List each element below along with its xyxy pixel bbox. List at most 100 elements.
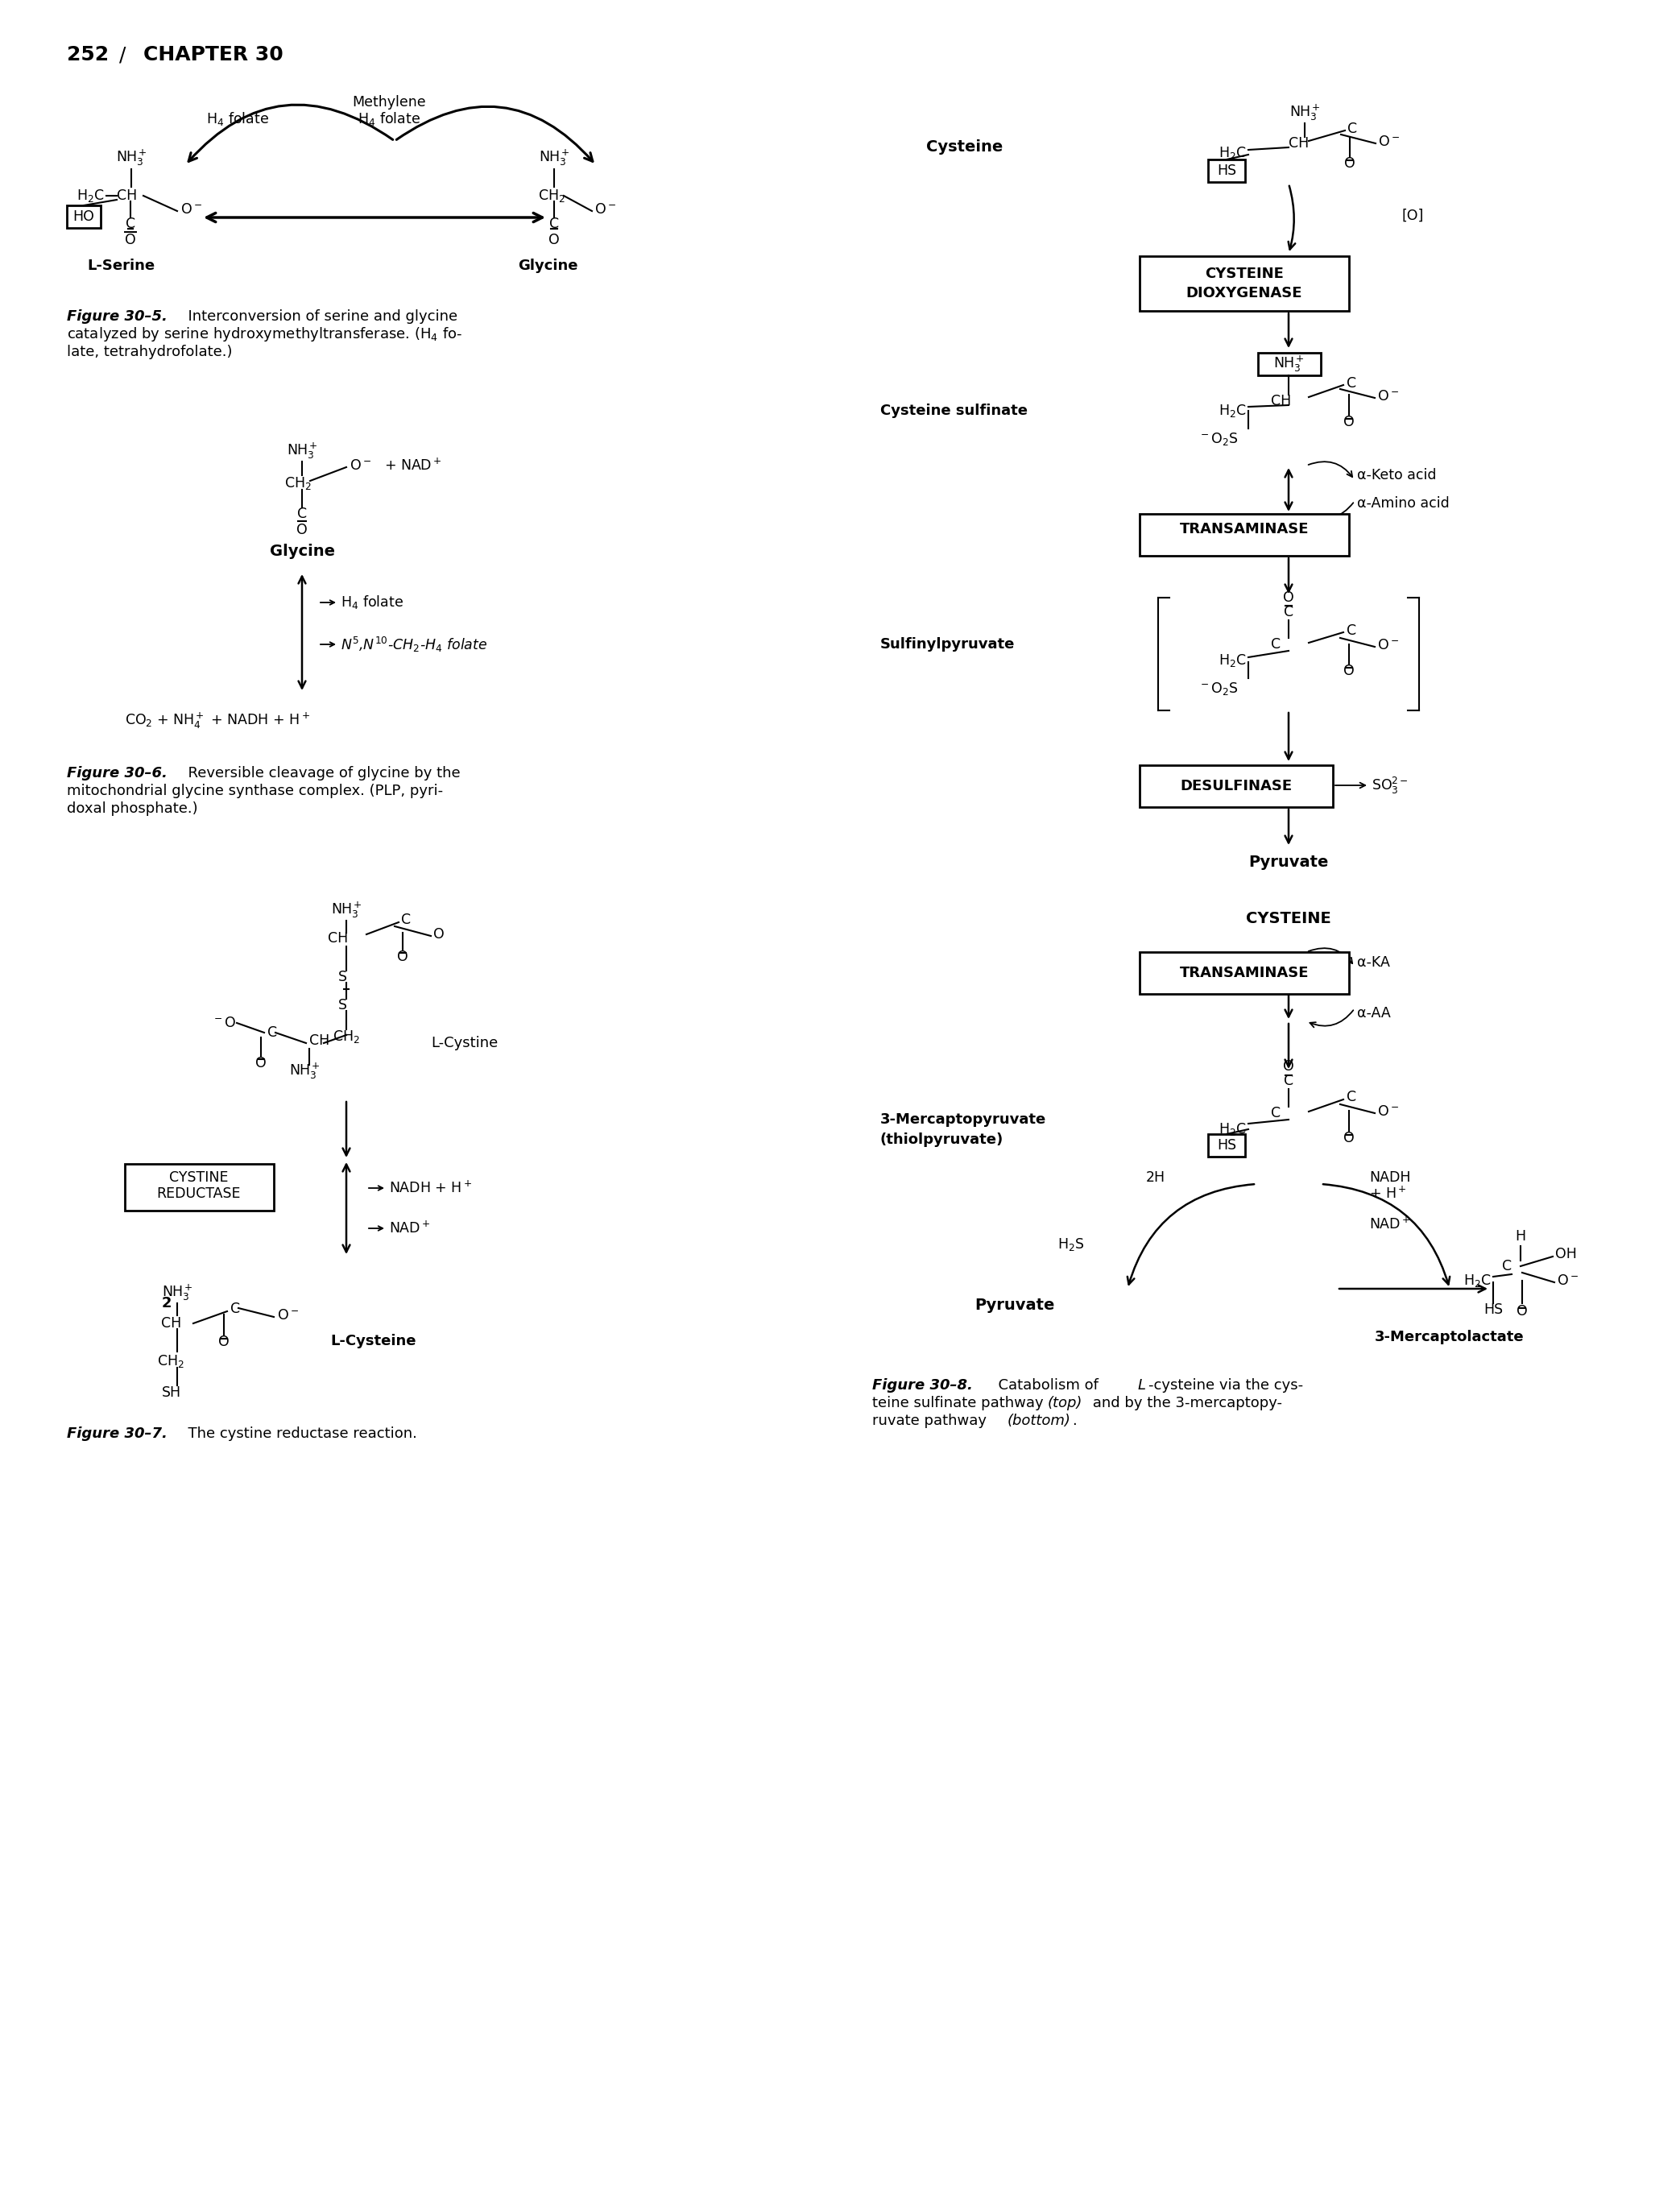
Text: C: C — [1270, 637, 1280, 652]
Text: CH: CH — [161, 1316, 181, 1331]
Text: C: C — [1270, 1106, 1280, 1121]
Text: CH$_2$: CH$_2$ — [284, 475, 311, 491]
Text: REDUCTASE: REDUCTASE — [156, 1187, 240, 1201]
Text: $^-$O$_2$S: $^-$O$_2$S — [1198, 431, 1238, 447]
Text: O: O — [1284, 1059, 1294, 1075]
Text: Sulfinylpyruvate: Sulfinylpyruvate — [880, 637, 1015, 652]
Text: $^-$O$_2$S: $^-$O$_2$S — [1198, 681, 1238, 696]
Text: O: O — [1344, 416, 1354, 429]
Bar — [1258, 354, 1320, 376]
Text: NH$_3^+$: NH$_3^+$ — [1273, 354, 1304, 374]
Text: O$^-$: O$^-$ — [349, 458, 371, 473]
Text: CYSTEINE: CYSTEINE — [1205, 268, 1284, 281]
Text: HO: HO — [72, 210, 94, 223]
Text: H$_2$S: H$_2$S — [1058, 1236, 1085, 1251]
Text: CH$_2$: CH$_2$ — [156, 1353, 185, 1369]
Text: O: O — [1344, 157, 1356, 170]
Text: NAD$^+$: NAD$^+$ — [1369, 1216, 1411, 1232]
Text: Pyruvate: Pyruvate — [1248, 853, 1329, 869]
Text: C: C — [267, 1026, 277, 1039]
Text: O$^-$: O$^-$ — [1378, 135, 1399, 148]
Text: Cysteine: Cysteine — [926, 139, 1003, 155]
Text: O: O — [1344, 663, 1354, 679]
Text: HS: HS — [1216, 164, 1236, 179]
Text: SO$_3^{2-}$: SO$_3^{2-}$ — [1371, 776, 1408, 796]
Text: C: C — [1347, 1090, 1356, 1103]
Text: Cysteine sulfinate: Cysteine sulfinate — [880, 405, 1028, 418]
Bar — [124, 1163, 274, 1212]
Text: O$^-$: O$^-$ — [180, 201, 202, 217]
Text: H$_4$ folate: H$_4$ folate — [358, 111, 420, 128]
Text: O$^-$: O$^-$ — [595, 201, 617, 217]
Text: O: O — [433, 926, 445, 942]
Text: CH: CH — [1270, 394, 1292, 409]
Bar — [1139, 513, 1349, 555]
Text: ruvate pathway: ruvate pathway — [872, 1413, 991, 1428]
Text: CHAPTER 30: CHAPTER 30 — [143, 44, 284, 64]
Text: H$_2$C: H$_2$C — [1463, 1274, 1492, 1289]
Text: H$_2$C: H$_2$C — [1218, 1121, 1247, 1136]
Text: 3-Mercaptopyruvate: 3-Mercaptopyruvate — [880, 1112, 1047, 1128]
Text: Interconversion of serine and glycine: Interconversion of serine and glycine — [178, 310, 457, 323]
Text: The cystine reductase reaction.: The cystine reductase reaction. — [178, 1426, 417, 1442]
Text: C: C — [297, 506, 307, 522]
Text: CH$_2$: CH$_2$ — [333, 1028, 360, 1044]
Text: C: C — [402, 913, 412, 926]
Text: and by the 3-mercaptopy-: and by the 3-mercaptopy- — [1089, 1395, 1282, 1411]
Text: + NAD$^+$: + NAD$^+$ — [385, 458, 442, 473]
Text: Figure 30–5.: Figure 30–5. — [67, 310, 168, 323]
Text: NADH: NADH — [1369, 1170, 1411, 1185]
Text: + H$^+$: + H$^+$ — [1369, 1185, 1406, 1201]
Text: C: C — [230, 1302, 240, 1316]
Text: 2: 2 — [161, 1296, 171, 1311]
Text: O$^-$: O$^-$ — [1557, 1274, 1579, 1289]
Text: catalyzed by serine hydroxymethyltransferase. (H$_4$ fo-: catalyzed by serine hydroxymethyltransfe… — [67, 325, 462, 343]
Text: teine sulfinate pathway: teine sulfinate pathway — [872, 1395, 1048, 1411]
Text: CH: CH — [118, 188, 138, 203]
Text: (bottom): (bottom) — [1008, 1413, 1072, 1428]
Text: C: C — [549, 217, 559, 232]
Text: Catabolism of: Catabolism of — [990, 1377, 1104, 1393]
Text: 252: 252 — [67, 44, 109, 64]
Text: NADH + H$^+$: NADH + H$^+$ — [390, 1181, 472, 1196]
Text: .: . — [1072, 1413, 1077, 1428]
Text: C: C — [1347, 624, 1356, 639]
Text: NH$_3^+$: NH$_3^+$ — [539, 148, 570, 168]
Text: α-Amino acid: α-Amino acid — [1357, 495, 1450, 511]
Text: C: C — [1284, 1075, 1294, 1088]
Text: DESULFINASE: DESULFINASE — [1181, 778, 1292, 794]
Text: 3-Mercaptolactate: 3-Mercaptolactate — [1374, 1329, 1524, 1344]
Text: H: H — [1515, 1229, 1525, 1243]
Text: O: O — [1517, 1304, 1527, 1318]
Text: Methylene: Methylene — [353, 95, 427, 111]
Text: α-KA: α-KA — [1357, 955, 1389, 971]
Text: O$^-$: O$^-$ — [1378, 639, 1399, 652]
Text: late, tetrahydrofolate.): late, tetrahydrofolate.) — [67, 345, 232, 358]
Text: H$_4$ folate: H$_4$ folate — [341, 595, 403, 610]
Text: SH: SH — [161, 1386, 181, 1400]
Text: C: C — [1347, 122, 1357, 137]
Text: HS: HS — [1216, 1139, 1236, 1152]
Text: O: O — [549, 232, 559, 248]
Text: DIOXYGENASE: DIOXYGENASE — [1186, 285, 1302, 301]
Text: α-Keto acid: α-Keto acid — [1357, 469, 1436, 482]
Text: NH$_3^+$: NH$_3^+$ — [289, 1061, 321, 1081]
Text: C: C — [1284, 606, 1294, 619]
Text: Glycine: Glycine — [269, 544, 334, 559]
Text: C: C — [1502, 1258, 1512, 1274]
Text: CH$_2$: CH$_2$ — [538, 188, 564, 203]
Text: NH$_3^+$: NH$_3^+$ — [286, 442, 318, 460]
Text: S: S — [338, 971, 346, 984]
Text: H$_2$C: H$_2$C — [1218, 652, 1247, 668]
Text: NAD$^+$: NAD$^+$ — [390, 1220, 430, 1236]
Text: L-Serine: L-Serine — [87, 259, 155, 272]
Text: L: L — [1137, 1377, 1146, 1393]
Text: OH: OH — [1556, 1247, 1578, 1260]
Bar — [1139, 953, 1349, 995]
Bar — [1139, 256, 1349, 312]
Bar — [1208, 159, 1245, 181]
Text: C: C — [1347, 376, 1356, 391]
Text: O: O — [396, 951, 408, 964]
Text: NH$_3^+$: NH$_3^+$ — [161, 1282, 193, 1302]
Text: TRANSAMINASE: TRANSAMINASE — [1179, 522, 1309, 537]
